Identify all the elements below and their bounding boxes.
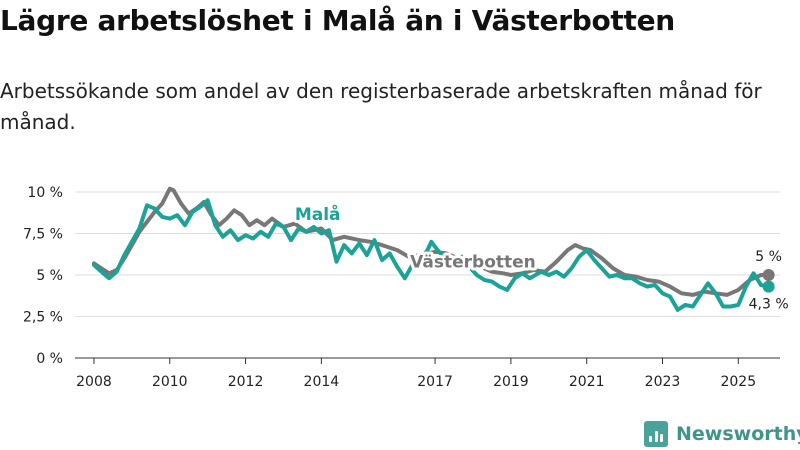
- brand-name: Newsworthy: [676, 423, 800, 445]
- series-line-vasterbotten: [92, 186, 771, 297]
- x-tick-label: 2021: [569, 374, 605, 390]
- x-tick-label: 2008: [76, 374, 112, 390]
- y-tick-label: 0 %: [36, 351, 63, 367]
- series-label-vasterbotten: Västerbotten: [410, 253, 536, 273]
- end-label-vasterbotten: 5 %: [755, 249, 782, 265]
- series-end-dot-mala: [762, 280, 775, 293]
- x-tick-label: 2019: [493, 374, 529, 390]
- gridlines: [75, 191, 780, 317]
- x-tick-label: 2017: [417, 374, 453, 390]
- newsworthy-logo: Newsworthy: [644, 420, 800, 448]
- series-label-mala: Malå: [295, 203, 341, 225]
- x-tick-label: 2010: [152, 374, 188, 390]
- x-tick-label: 2025: [720, 374, 756, 390]
- series-end-dot-vasterbotten: [762, 269, 775, 281]
- x-tick-label: 2012: [228, 374, 264, 390]
- bar-chart-icon: [644, 421, 668, 447]
- series-labels: Västerbotten Malå 5 % 4,3 %: [292, 200, 789, 313]
- chart-title: Lägre arbetslöshet i Malå än i Västerbot…: [0, 4, 675, 37]
- axes: 0 % 2,5 % 5 % 7,5 % 10 % 2008 2010 2012 2014 2017…: [23, 185, 780, 390]
- series: [92, 186, 775, 312]
- y-tick-label: 5 %: [36, 268, 63, 284]
- x-tick-label: 2014: [304, 374, 340, 390]
- x-tick-label: 2023: [645, 374, 681, 390]
- end-label-mala: 4,3 %: [749, 297, 789, 313]
- y-tick-label: 7,5 %: [23, 227, 63, 243]
- y-tick-label: 10 %: [27, 185, 63, 201]
- series-line-mala: [92, 198, 771, 312]
- chart-subtitle: Arbetssökande som andel av den registerb…: [0, 79, 762, 134]
- y-tick-label: 2,5 %: [23, 310, 63, 326]
